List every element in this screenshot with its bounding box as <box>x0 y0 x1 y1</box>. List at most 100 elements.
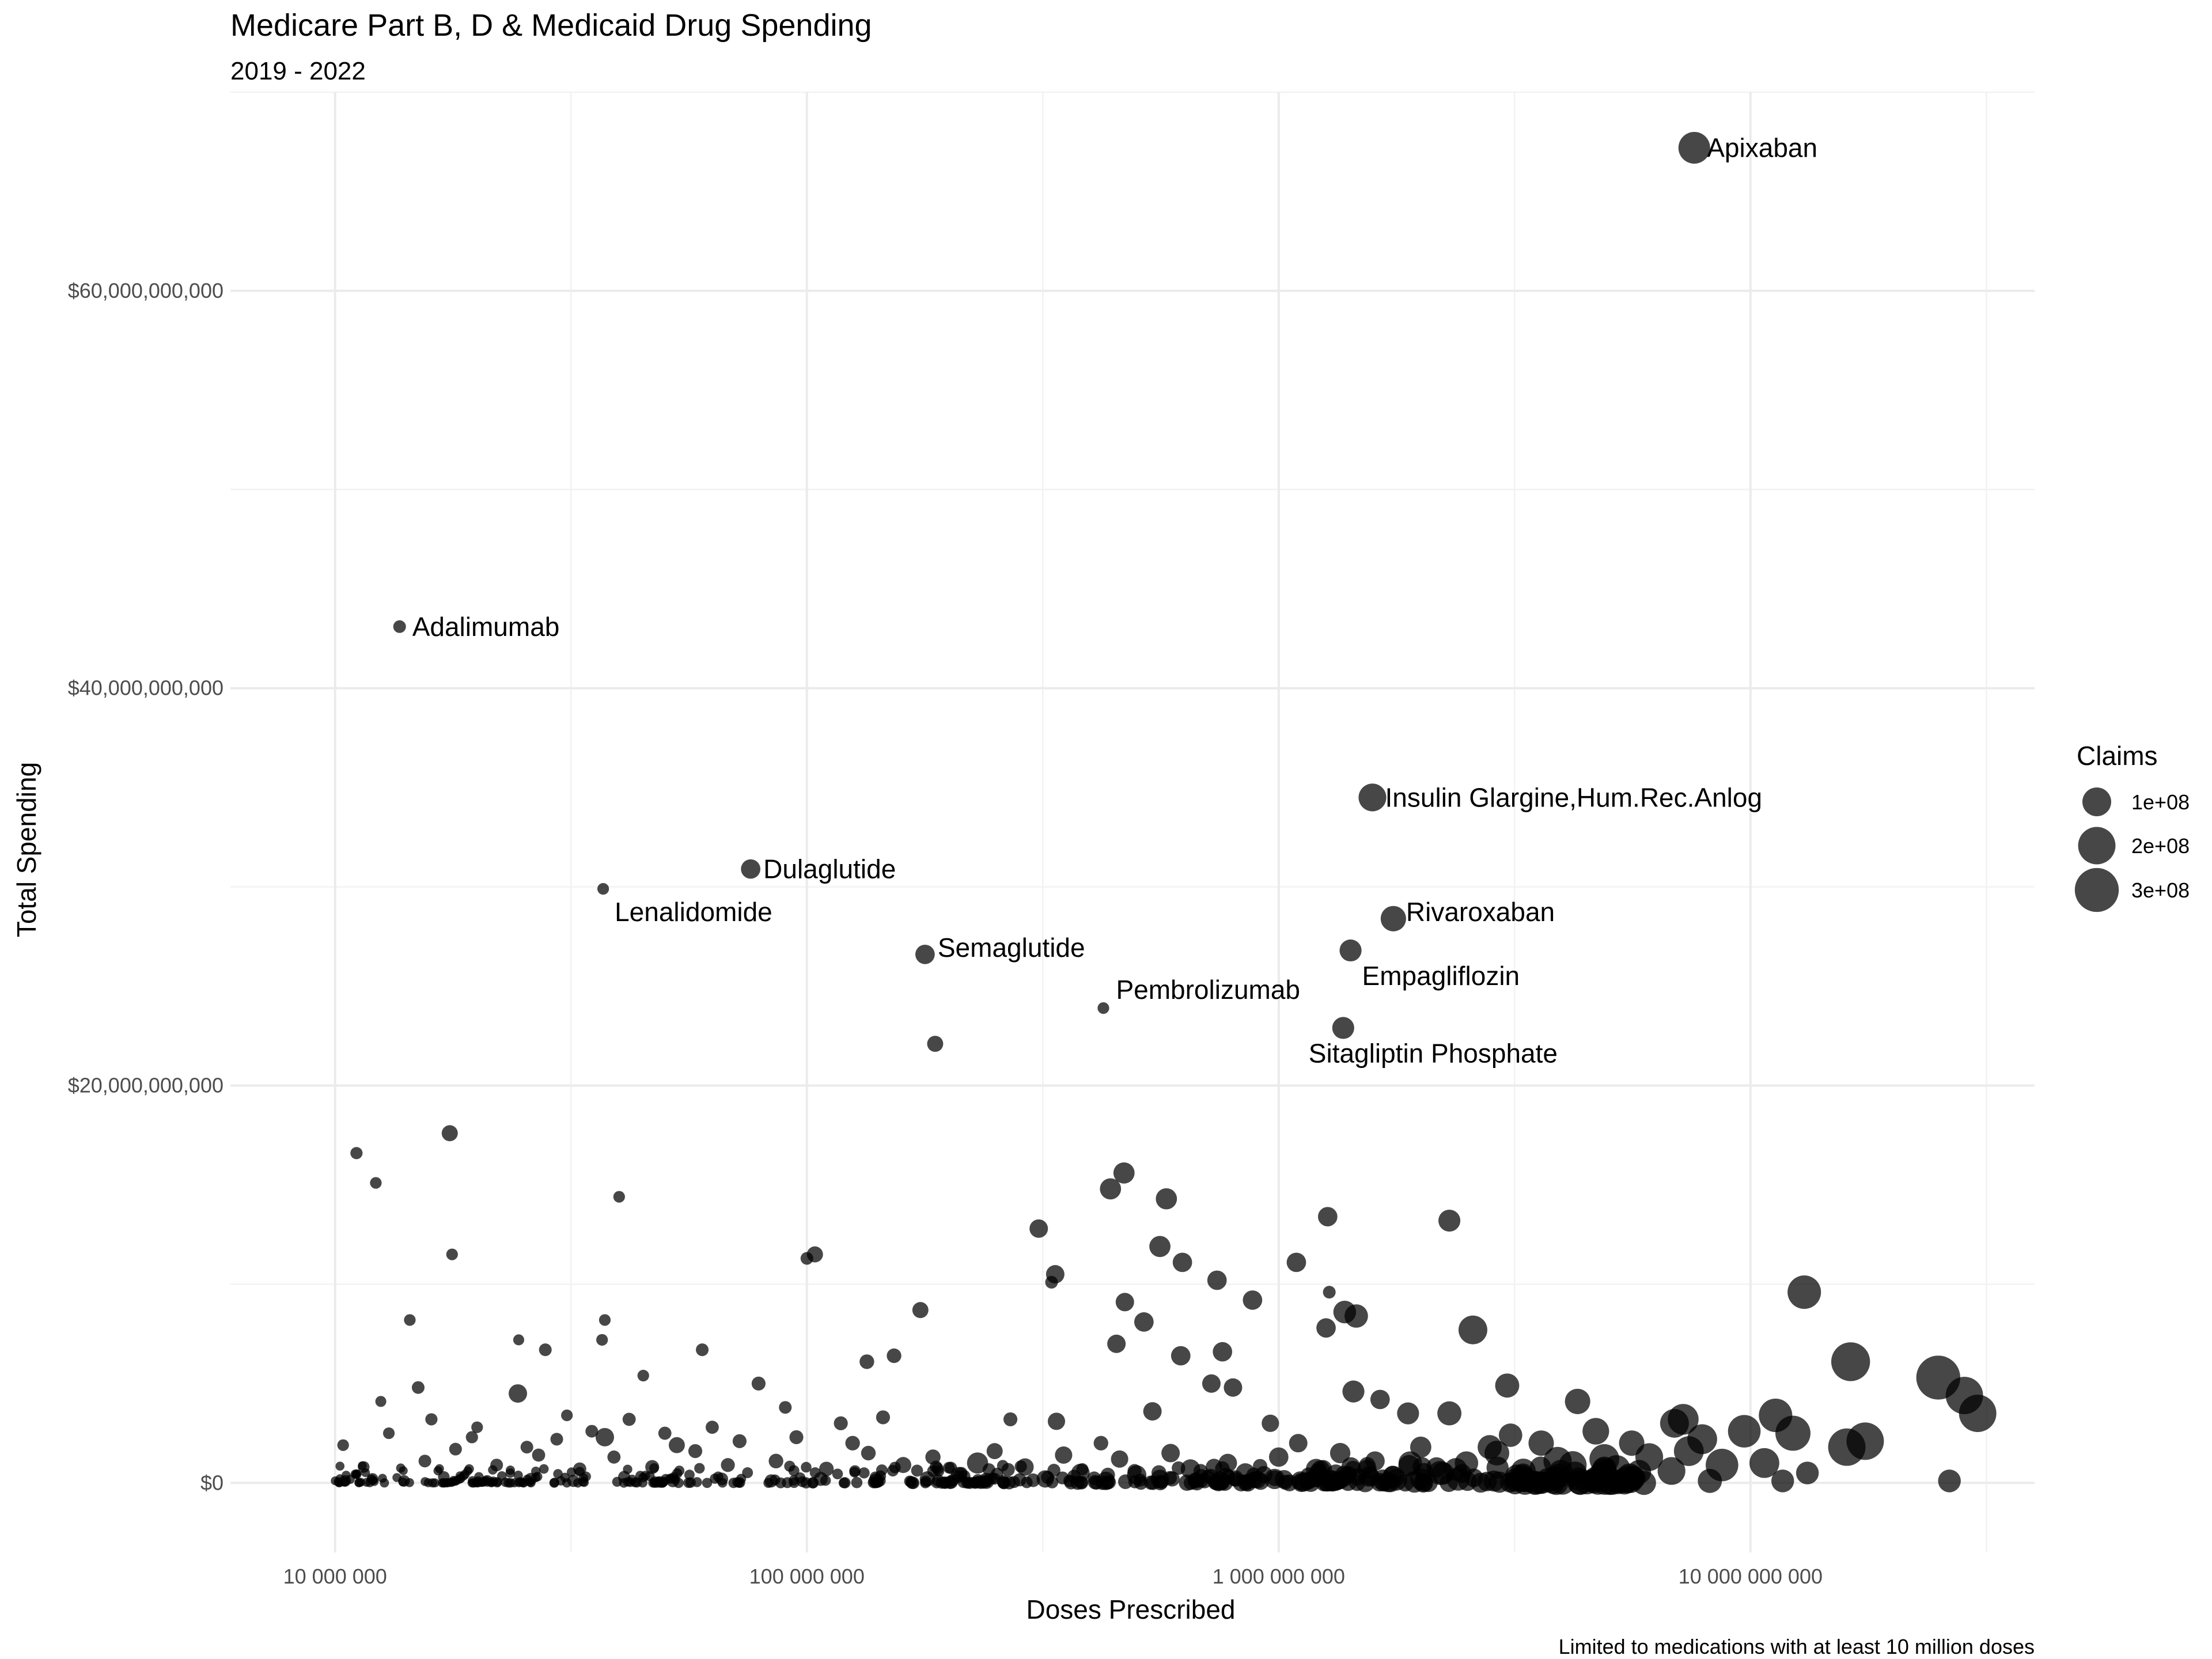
scatter-point <box>380 1478 389 1488</box>
scatter-point <box>1728 1415 1761 1448</box>
scatter-point <box>1127 1465 1147 1485</box>
scatter-point <box>1498 1423 1522 1447</box>
scatter-point <box>1096 1471 1115 1490</box>
scatter-point <box>1484 1441 1510 1466</box>
legend-key <box>2078 827 2116 865</box>
scatter-point <box>1113 1162 1135 1184</box>
labeled-point <box>741 859 761 879</box>
scatter-point <box>1134 1312 1154 1332</box>
scatter-point <box>1831 1342 1870 1381</box>
scatter-point <box>556 1476 566 1486</box>
point-label: Pembrolizumab <box>1116 975 1300 1005</box>
scatter-point <box>668 1437 685 1453</box>
scatter-point <box>1149 1236 1171 1257</box>
scatter-point <box>573 1462 586 1476</box>
scatter-point <box>339 1475 351 1487</box>
scatter-point <box>561 1409 573 1422</box>
scatter-point <box>696 1343 709 1357</box>
scatter-point <box>715 1472 728 1486</box>
scatter-point <box>832 1468 843 1480</box>
scatter-point <box>520 1441 533 1454</box>
scatter-point <box>404 1314 416 1326</box>
chart-title: Medicare Part B, D & Medicaid Drug Spend… <box>230 8 872 43</box>
scatter-point <box>1749 1448 1779 1478</box>
scatter-point <box>895 1457 911 1474</box>
scatter-point <box>550 1433 563 1446</box>
scatter-point <box>911 1464 923 1477</box>
scatter-point <box>1673 1436 1704 1466</box>
scatter-point <box>1029 1219 1048 1238</box>
scatter-point <box>607 1450 621 1464</box>
scatter-point <box>524 1472 537 1485</box>
labeled-point <box>1380 906 1406 931</box>
scatter-point <box>513 1471 523 1480</box>
scatter-points <box>331 132 1997 1495</box>
chart-caption: Limited to medications with at least 10 … <box>1559 1635 2035 1658</box>
scatter-point <box>398 1475 410 1487</box>
scatter-point <box>1565 1388 1590 1414</box>
scatter-point <box>425 1413 438 1426</box>
x-tick-label: 10 000 000 <box>283 1565 387 1588</box>
y-tick-label: $60,000,000,000 <box>68 279 224 302</box>
scatter-point <box>801 1461 812 1473</box>
scatter-point <box>1036 1470 1054 1488</box>
scatter-point <box>904 1475 916 1487</box>
point-label: Rivaroxaban <box>1406 897 1555 927</box>
scatter-point <box>1218 1453 1237 1472</box>
scatter-point <box>441 1125 458 1142</box>
y-tick-label: $20,000,000,000 <box>68 1073 224 1097</box>
scatter-point <box>1796 1461 1819 1484</box>
scatter-point <box>435 1464 444 1474</box>
scatter-point <box>622 1412 636 1426</box>
scatter-point <box>539 1464 549 1474</box>
labeled-point <box>1339 939 1362 962</box>
labeled-point <box>1097 1002 1109 1014</box>
scatter-point <box>618 1471 631 1483</box>
scatter-point <box>613 1191 625 1203</box>
scatter-point <box>779 1401 792 1414</box>
scatter-point <box>423 1478 433 1487</box>
scatter-point <box>849 1465 861 1477</box>
scatter-point <box>986 1443 1003 1460</box>
scatter-point <box>845 1435 860 1450</box>
y-tick-label: $40,000,000,000 <box>68 676 224 700</box>
scatter-point <box>1382 1465 1404 1488</box>
scatter-point <box>789 1477 800 1488</box>
scatter-point <box>532 1448 546 1462</box>
point-label: Apixaban <box>1707 133 1817 163</box>
labeled-point <box>393 620 406 633</box>
scatter-point <box>1264 1468 1285 1490</box>
scatter-point <box>775 1477 786 1488</box>
scatter-point <box>1349 1475 1366 1491</box>
scatter-point <box>1619 1430 1645 1456</box>
scatter-point <box>876 1410 891 1425</box>
scatter-point <box>645 1460 660 1474</box>
size-legend: Claims 1e+08 2e+08 3e+08 <box>2074 741 2190 912</box>
scatter-point <box>1330 1442 1351 1464</box>
scatter-point <box>446 1248 458 1260</box>
scatter-point <box>1541 1469 1566 1494</box>
scatter-point <box>539 1343 552 1357</box>
scatter-point <box>1289 1434 1308 1453</box>
scatter-point <box>1428 1461 1453 1485</box>
scatter-point <box>694 1463 705 1474</box>
scatter-point <box>702 1478 713 1488</box>
scatter-point <box>751 1376 766 1391</box>
scatter-point <box>1323 1286 1336 1299</box>
chart-subtitle: 2019 - 2022 <box>230 57 366 85</box>
scatter-point <box>352 1469 361 1479</box>
x-tick-label: 100 000 000 <box>749 1565 865 1588</box>
scatter-point <box>859 1354 874 1369</box>
scatter-point <box>1236 1463 1255 1483</box>
legend-key <box>2082 787 2111 816</box>
scatter-point <box>1071 1464 1090 1483</box>
scatter-point <box>464 1464 474 1474</box>
scatter-point <box>335 1461 345 1471</box>
scatter-point <box>1093 1435 1108 1450</box>
labeled-point <box>597 882 609 895</box>
scatter-point <box>567 1475 580 1487</box>
scatter-point <box>1171 1346 1191 1366</box>
scatter-point <box>919 1471 935 1487</box>
scatter-point <box>1397 1402 1419 1425</box>
